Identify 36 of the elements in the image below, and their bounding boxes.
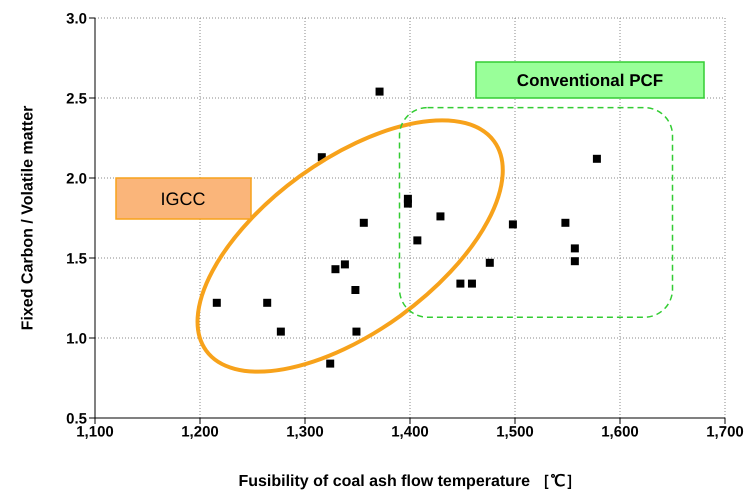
x-tick-label: 1,400 — [391, 424, 429, 441]
point — [436, 212, 444, 220]
point — [276, 328, 285, 336]
point — [351, 286, 360, 294]
point — [404, 200, 412, 208]
point — [326, 360, 334, 368]
x-tick-label: 1,600 — [601, 424, 639, 441]
point — [456, 280, 464, 288]
point — [508, 220, 517, 228]
x-axis-title: Fusibility of coal ash flow temperature ［℃］ — [238, 473, 582, 490]
x-tick-label: 1,200 — [181, 424, 219, 441]
y-tick-label: 1.5 — [66, 250, 87, 268]
point — [263, 298, 272, 307]
x-tick-label: 1,500 — [496, 424, 534, 441]
point — [592, 154, 601, 163]
point — [486, 258, 494, 267]
annotation: Conventional PCF — [516, 71, 664, 90]
point — [570, 257, 579, 266]
point — [561, 218, 570, 227]
y-tick-label: 2.5 — [66, 90, 87, 108]
point — [331, 265, 340, 274]
point — [340, 260, 349, 268]
x-tick-label: 1,700 — [706, 424, 744, 441]
annotation: IGCC — [160, 189, 206, 209]
x-tick-label: 1,300 — [286, 424, 324, 441]
y-tick-label: 3.0 — [66, 10, 87, 28]
point — [360, 218, 368, 227]
point — [352, 328, 360, 336]
point — [468, 280, 476, 288]
y-axis-title: Fixed Carbon / Volatile matter — [20, 106, 37, 330]
point — [570, 244, 579, 252]
point — [212, 298, 221, 307]
point — [376, 88, 384, 96]
y-tick-label: 1.0 — [66, 330, 87, 348]
y-tick-label: 2.0 — [66, 170, 87, 188]
point — [413, 236, 422, 244]
